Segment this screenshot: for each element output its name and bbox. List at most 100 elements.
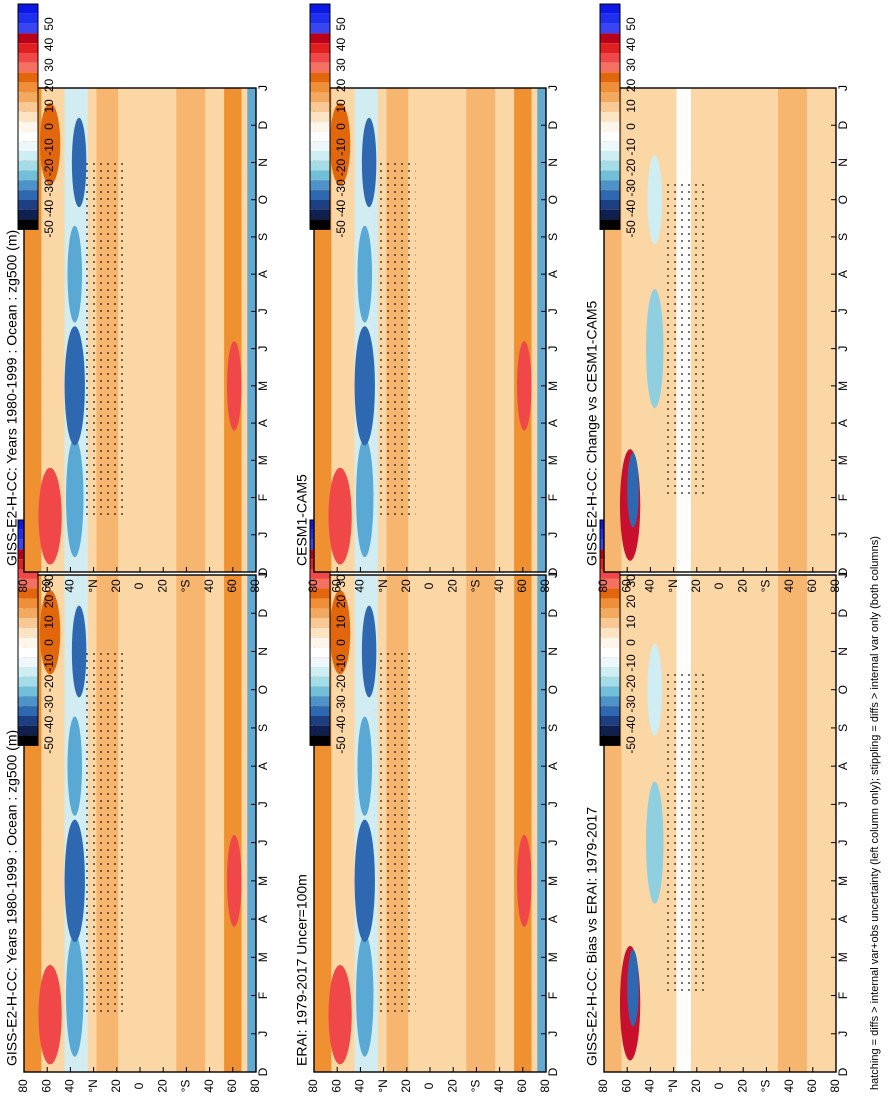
contour-blob — [646, 781, 664, 904]
colorbar-cell — [310, 151, 330, 161]
x-tick-label: J — [546, 346, 560, 352]
contour-blob — [38, 467, 62, 565]
y-tick-label: 20 — [109, 579, 123, 593]
y-tick-label: 0 — [132, 1082, 146, 1089]
x-tick-label: F — [836, 992, 850, 999]
x-tick-label: F — [256, 494, 270, 501]
colorbar-cell — [310, 200, 330, 210]
colorbar-label: 50 — [334, 17, 348, 31]
y-tick-label: 20 — [735, 579, 749, 593]
colorbar-cell — [600, 33, 620, 44]
colorbar-cell — [18, 588, 38, 599]
colorbar-label: 0 — [334, 639, 348, 646]
colorbar-label: -20 — [624, 675, 638, 693]
y-tick-label: 60 — [39, 1079, 53, 1093]
colorbar-label: -40 — [42, 716, 56, 734]
band-mid-s — [778, 575, 807, 1072]
colorbar-cell — [600, 102, 620, 112]
colorbar-cell — [18, 180, 38, 191]
colorbar-cell — [310, 627, 330, 638]
x-tick-label: M — [836, 952, 850, 962]
colorbar-cell — [18, 657, 38, 667]
colorbar-label: -20 — [624, 159, 638, 177]
contour-blob — [361, 605, 377, 698]
colorbar-cell — [18, 637, 38, 648]
y-tick-label: °N — [86, 1079, 100, 1092]
contour-blob — [356, 437, 374, 558]
colorbar-cell — [310, 657, 330, 667]
colorbar-cell — [600, 131, 620, 142]
colorbar-cell — [18, 735, 38, 746]
contour-blob — [354, 819, 375, 943]
x-tick-label: S — [256, 724, 270, 732]
x-tick-label: J — [836, 532, 850, 538]
stipple-region — [374, 651, 416, 1015]
x-tick-label: J — [256, 1031, 270, 1037]
colorbar-cell — [600, 62, 620, 73]
y-tick-label: 40 — [202, 1079, 216, 1093]
colorbar-label: 30 — [624, 58, 638, 72]
x-tick-label: D — [836, 121, 850, 130]
colorbar-cell — [310, 180, 330, 191]
colorbar-cell — [600, 637, 620, 648]
x-tick-label: D — [836, 609, 850, 618]
x-tick-label: J — [546, 801, 560, 807]
contour-blob — [647, 643, 662, 736]
colorbar-cell — [310, 82, 330, 93]
x-tick-label: O — [546, 195, 560, 204]
contour-blob — [646, 289, 664, 409]
y-tick-label: 20 — [155, 579, 169, 593]
x-tick-label: A — [836, 270, 850, 278]
colorbar-cell — [18, 102, 38, 112]
colorbar-cell — [18, 598, 38, 609]
band-polar-s — [247, 575, 256, 1072]
colorbar-label: 20 — [334, 79, 348, 93]
colorbar-label: 10 — [334, 615, 348, 629]
colorbar-cell — [310, 33, 330, 44]
colorbar-cell — [18, 131, 38, 142]
y-tick-label: 60 — [805, 579, 819, 593]
y-tick-label: 40 — [63, 579, 77, 593]
y-tick-label: 0 — [422, 582, 436, 589]
colorbar-cell — [600, 647, 620, 658]
colorbar-cell — [18, 33, 38, 44]
colorbar-cell — [18, 82, 38, 93]
y-tick-label: 40 — [643, 1079, 657, 1093]
colorbar-cell — [310, 13, 330, 24]
stipple-region — [662, 670, 706, 996]
colorbar-cell — [600, 53, 620, 63]
colorbar-cell — [310, 725, 330, 736]
colorbar-label: -10 — [42, 654, 56, 672]
x-tick-label: O — [836, 685, 850, 694]
colorbar-label: 0 — [624, 123, 638, 130]
band-subtrop-s — [466, 88, 496, 572]
y-tick-label: 0 — [132, 582, 146, 589]
colorbar-cell — [18, 43, 38, 53]
x-tick-label: A — [836, 419, 850, 427]
contour-blob — [647, 155, 662, 245]
colorbar-label: -20 — [42, 159, 56, 177]
x-tick-label: J — [546, 840, 560, 846]
colorbar-label: 10 — [624, 99, 638, 113]
colorbar-cell — [310, 696, 330, 707]
y-tick-label: 80 — [538, 579, 552, 593]
y-tick-label: 0 — [712, 582, 726, 589]
x-tick-label: N — [546, 158, 560, 167]
colorbar-cell — [310, 72, 330, 83]
x-tick-label: J — [836, 346, 850, 352]
y-tick-label: 60 — [329, 579, 343, 593]
colorbar-cell — [600, 706, 620, 716]
x-tick-label: A — [256, 270, 270, 278]
y-tick-label: 40 — [782, 579, 796, 593]
contour-blob — [517, 341, 532, 431]
x-tick-label: S — [836, 724, 850, 732]
colorbar-cell — [18, 696, 38, 707]
colorbar-cell — [310, 43, 330, 53]
colorbar-label: -30 — [42, 695, 56, 713]
colorbar-cell — [600, 209, 620, 220]
colorbar-cell — [600, 72, 620, 83]
y-tick-label: 40 — [643, 579, 657, 593]
